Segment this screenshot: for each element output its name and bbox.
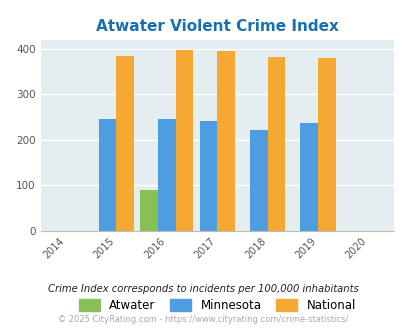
Bar	[116, 56, 134, 231]
Bar	[98, 119, 116, 231]
Bar	[318, 58, 335, 231]
Bar	[249, 130, 267, 231]
Text: © 2025 CityRating.com - https://www.cityrating.com/crime-statistics/: © 2025 CityRating.com - https://www.city…	[58, 315, 347, 324]
Title: Atwater Violent Crime Index: Atwater Violent Crime Index	[96, 19, 338, 34]
Bar	[175, 50, 193, 231]
Bar	[217, 51, 234, 231]
Bar	[140, 190, 158, 231]
Bar	[300, 122, 318, 231]
Text: Crime Index corresponds to incidents per 100,000 inhabitants: Crime Index corresponds to incidents per…	[47, 284, 358, 294]
Bar	[158, 119, 175, 231]
Bar	[199, 121, 217, 231]
Legend: Atwater, Minnesota, National: Atwater, Minnesota, National	[74, 294, 360, 317]
Bar	[267, 57, 285, 231]
